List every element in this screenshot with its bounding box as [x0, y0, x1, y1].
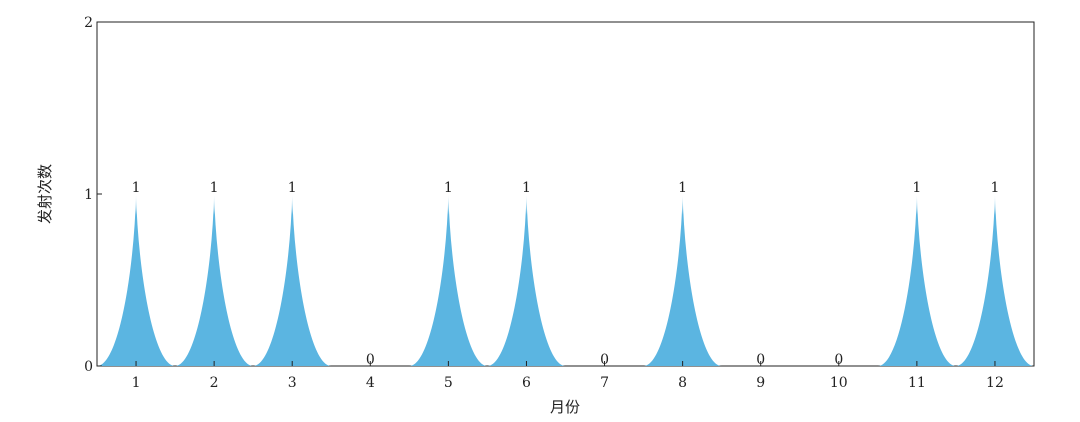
x-tick-label-11: 11 [908, 375, 926, 391]
plot-frame [96, 21, 1035, 367]
x-tick-label-9: 9 [756, 375, 765, 391]
x-tick-label-6: 6 [522, 375, 531, 391]
data-label-4: 0 [366, 352, 375, 368]
peak-mark-11 [877, 194, 956, 366]
peak-mark-1 [97, 194, 176, 366]
x-tick-label-3: 3 [288, 375, 297, 391]
data-label-1: 1 [132, 180, 141, 196]
y-tick-label-2: 2 [84, 15, 93, 31]
data-label-8: 1 [678, 180, 687, 196]
data-label-3: 1 [288, 180, 297, 196]
x-axis-title: 月份 [550, 398, 580, 416]
data-label-9: 0 [756, 352, 765, 368]
peaks-layer [97, 194, 1034, 366]
x-tick-label-8: 8 [678, 375, 687, 391]
x-tick-label-10: 10 [830, 375, 848, 391]
data-label-7: 0 [600, 352, 609, 368]
data-label-11: 1 [912, 180, 921, 196]
data-label-10: 0 [834, 352, 843, 368]
data-label-5: 1 [444, 180, 453, 196]
peak-mark-2 [175, 194, 254, 366]
data-label-2: 1 [210, 180, 219, 196]
x-tick-label-7: 7 [600, 375, 609, 391]
x-tick-label-12: 12 [986, 375, 1004, 391]
peak-mark-8 [643, 194, 722, 366]
x-tick-label-5: 5 [444, 375, 453, 391]
peak-mark-5 [409, 194, 488, 366]
x-tick-label-2: 2 [210, 375, 219, 391]
y-tick-label-1: 1 [84, 187, 93, 203]
peak-mark-6 [487, 194, 566, 366]
data-label-12: 1 [990, 180, 999, 196]
peak-mark-3 [253, 194, 332, 366]
peak-mark-12 [955, 194, 1034, 366]
y-tick-label-0: 0 [84, 359, 93, 375]
x-tick-label-1: 1 [132, 375, 141, 391]
y-axis-title: 发射次数 [36, 164, 54, 224]
data-label-6: 1 [522, 180, 531, 196]
x-tick-label-4: 4 [366, 375, 375, 391]
labels-layer: 1 1 1 0 1 1 0 1 0 0 1 1 [132, 180, 1000, 368]
